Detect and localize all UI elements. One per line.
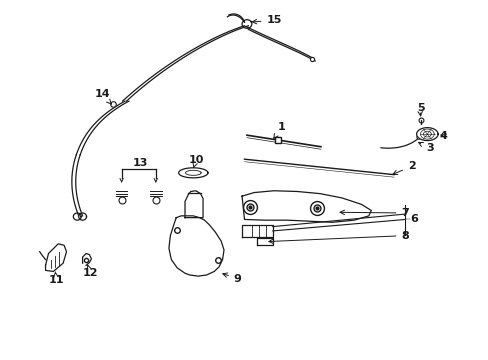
- Text: 13: 13: [132, 158, 147, 168]
- Text: 9: 9: [223, 273, 241, 284]
- Polygon shape: [242, 191, 370, 222]
- Text: 8: 8: [268, 231, 408, 244]
- Text: 12: 12: [82, 265, 98, 278]
- Polygon shape: [256, 238, 272, 245]
- Text: 7: 7: [339, 208, 408, 218]
- Polygon shape: [416, 128, 437, 140]
- Text: 10: 10: [188, 155, 203, 168]
- Polygon shape: [82, 253, 91, 265]
- Polygon shape: [184, 191, 203, 218]
- Text: 5: 5: [417, 103, 425, 113]
- Text: 11: 11: [48, 272, 64, 285]
- Text: 4: 4: [439, 131, 447, 140]
- Polygon shape: [242, 225, 272, 237]
- Text: 2: 2: [392, 161, 415, 175]
- Text: 6: 6: [409, 215, 417, 224]
- Polygon shape: [168, 216, 224, 276]
- Text: 14: 14: [94, 89, 111, 104]
- Text: 3: 3: [418, 143, 433, 153]
- Polygon shape: [45, 244, 66, 271]
- Text: 1: 1: [273, 122, 285, 138]
- Text: 15: 15: [252, 15, 281, 26]
